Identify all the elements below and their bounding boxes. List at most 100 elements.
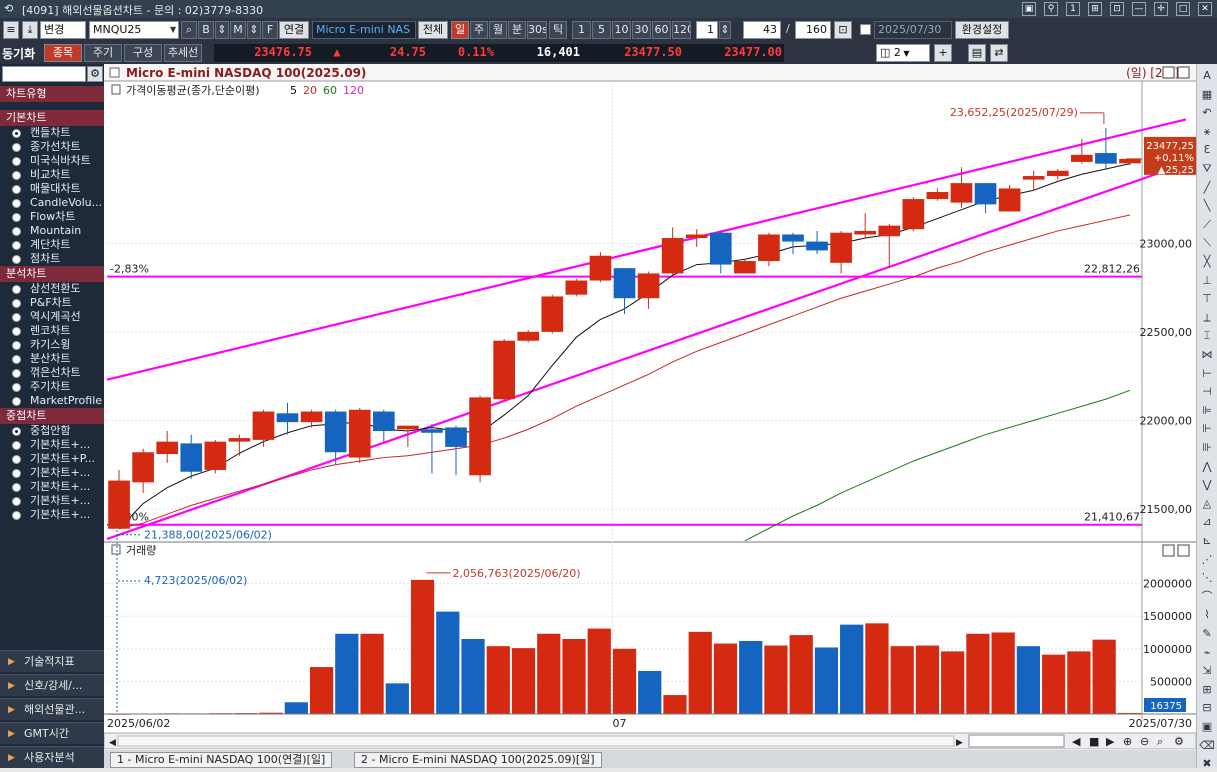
sidebar-item-3-2[interactable]: 기본차트+P... <box>0 452 104 466</box>
radio-icon[interactable] <box>12 227 21 236</box>
candle-body[interactable] <box>397 425 419 430</box>
tab-chart-2[interactable]: 2 - Micro E-mini NASDAQ 100(2025.09)[일] <box>354 752 602 768</box>
sidebar-item-2-4[interactable]: 카기스윙 <box>0 338 104 352</box>
sidebar-item-1-2[interactable]: 미국식바차트 <box>0 154 104 168</box>
radio-icon[interactable] <box>12 199 21 208</box>
link-button[interactable]: 연결 <box>279 21 309 39</box>
drawing-tool-2-icon[interactable]: ↶ <box>1202 106 1212 120</box>
candle-body[interactable] <box>806 241 828 251</box>
letter-b-button[interactable]: B <box>198 21 214 39</box>
drawing-tool-17-icon[interactable]: ⊣ <box>1202 385 1212 399</box>
minimize-icon[interactable]: — <box>1132 2 1146 16</box>
volume-bar[interactable] <box>865 623 889 714</box>
maximize-icon[interactable]: □ <box>1176 2 1190 16</box>
candle-body[interactable] <box>782 234 804 242</box>
interval-button-1[interactable]: 1 <box>572 21 591 39</box>
updown-icon[interactable]: ⇕ <box>719 21 731 39</box>
zoom-slider[interactable] <box>968 734 1065 748</box>
volume-bar[interactable] <box>915 645 940 714</box>
vol-minimize-icon[interactable] <box>1162 544 1175 557</box>
candle-body[interactable] <box>1095 153 1117 164</box>
volume-bar[interactable] <box>739 640 763 714</box>
drawing-tool-34-icon[interactable]: ⊟ <box>1202 701 1212 715</box>
candle-body[interactable] <box>493 340 515 400</box>
candle-body[interactable] <box>950 183 973 203</box>
drawing-tool-15-icon[interactable]: ⋈ <box>1201 348 1213 361</box>
candle-body[interactable] <box>926 191 949 200</box>
sidebar-footer-4[interactable]: ▶ 사용자분석 <box>0 746 104 768</box>
volume-bar[interactable] <box>814 647 839 714</box>
drawing-tool-23-icon[interactable]: ◬ <box>1202 496 1212 510</box>
radio-icon[interactable] <box>12 299 21 308</box>
candle-body[interactable] <box>637 273 660 299</box>
radio-icon[interactable] <box>12 171 21 180</box>
volume-bar[interactable] <box>1117 712 1141 714</box>
candle-body[interactable] <box>372 411 395 432</box>
drawing-tool-36-icon[interactable]: ⌫ <box>1199 738 1215 752</box>
drawing-tool-11-icon[interactable]: ⊥ <box>1202 273 1212 287</box>
radio-icon[interactable] <box>12 483 21 492</box>
sidebar-item-2-6[interactable]: 꺾은선차트 <box>0 366 104 380</box>
candle-body[interactable] <box>854 230 877 235</box>
volume-bar[interactable] <box>410 579 435 714</box>
drawing-tool-27-icon[interactable]: ⋱ <box>1201 571 1213 585</box>
drawing-tool-19-icon[interactable]: ⊩ <box>1202 422 1212 436</box>
settings-button[interactable]: 환경설정 <box>955 21 1009 39</box>
volume-bar[interactable] <box>1042 654 1066 714</box>
number-one-icon[interactable]: 1 <box>1066 2 1080 16</box>
swap-icon[interactable]: ⇄ <box>990 44 1008 62</box>
volume-bar[interactable] <box>663 695 687 714</box>
collapse-icon[interactable] <box>109 67 120 78</box>
sidebar-footer-2[interactable]: ▶ 해외선물관... <box>0 698 104 720</box>
sidebar-item-1-3[interactable]: 비교차트 <box>0 168 104 182</box>
sidebar-item-2-7[interactable]: 주기차트 <box>0 380 104 394</box>
candle-body[interactable] <box>132 452 154 483</box>
sidebar-item-2-1[interactable]: P&F차트 <box>0 296 104 310</box>
candle-body[interactable] <box>541 296 564 332</box>
sidebar-item-2-8[interactable]: MarketProfile <box>0 394 104 408</box>
volume-bar[interactable] <box>309 667 334 714</box>
drawing-tool-37-icon[interactable]: ✖ <box>1202 757 1212 771</box>
volume-bar[interactable] <box>259 712 283 714</box>
period-tab-4[interactable]: 30s <box>527 21 547 39</box>
volume-bar[interactable] <box>537 633 561 714</box>
radio-icon[interactable] <box>12 285 21 294</box>
candle-body[interactable] <box>180 443 203 472</box>
drawing-tool-10-icon[interactable]: ╳ <box>1203 255 1211 268</box>
candle-body[interactable] <box>252 411 275 440</box>
candle-body[interactable] <box>517 331 540 341</box>
drawing-tool-4-icon[interactable]: Ɛ <box>1203 143 1211 157</box>
candle-body[interactable] <box>661 238 684 274</box>
sidebar-item-3-5[interactable]: 기본차트+... <box>0 494 104 508</box>
candle-body[interactable] <box>300 411 323 423</box>
tab-chart-1[interactable]: 1 - Micro E-mini NASDAQ 100(연결)[일] <box>110 752 333 768</box>
drawing-tool-30-icon[interactable]: ✎ <box>1202 627 1212 640</box>
volume-bar[interactable] <box>360 633 384 714</box>
radio-icon[interactable] <box>12 143 21 152</box>
period-tab-2[interactable]: 월 <box>489 21 507 39</box>
drawing-tool-29-icon[interactable]: ⌇ <box>1204 608 1210 622</box>
sidebar-footer-1[interactable]: ▶ 신호/강세/... <box>0 674 104 696</box>
chart-minimize-icon[interactable] <box>1162 66 1175 79</box>
drawing-tool-26-icon[interactable]: ⋰ <box>1201 552 1213 566</box>
radio-icon[interactable] <box>12 157 21 166</box>
sidebar-item-1-6[interactable]: Flow차트 <box>0 210 104 224</box>
candle-body[interactable] <box>1119 158 1141 164</box>
volume-bar[interactable] <box>688 631 712 714</box>
close-icon[interactable]: ✕ <box>1198 2 1212 16</box>
search-icon[interactable]: ⚙ <box>87 66 103 82</box>
volume-bar[interactable] <box>840 624 864 714</box>
interval-button-30[interactable]: 30 <box>632 21 651 39</box>
candle-body[interactable] <box>974 183 997 205</box>
drawing-tool-18-icon[interactable]: ⊫ <box>1202 403 1212 417</box>
view-count-input[interactable]: 43 <box>743 21 781 39</box>
radio-icon[interactable] <box>12 427 21 436</box>
period-tab-5[interactable]: 틱 <box>549 21 567 39</box>
volume-bar[interactable] <box>890 646 914 714</box>
drawing-tool-22-icon[interactable]: ⋁ <box>1202 478 1212 492</box>
drawing-tool-28-icon[interactable]: ⌒ <box>1201 589 1213 603</box>
sidebar-item-1-1[interactable]: 종가선차트 <box>0 140 104 154</box>
volume-bar[interactable] <box>385 683 409 714</box>
count-input[interactable]: 1 <box>696 21 718 39</box>
drawing-tool-12-icon[interactable]: ⊤ <box>1202 292 1212 306</box>
